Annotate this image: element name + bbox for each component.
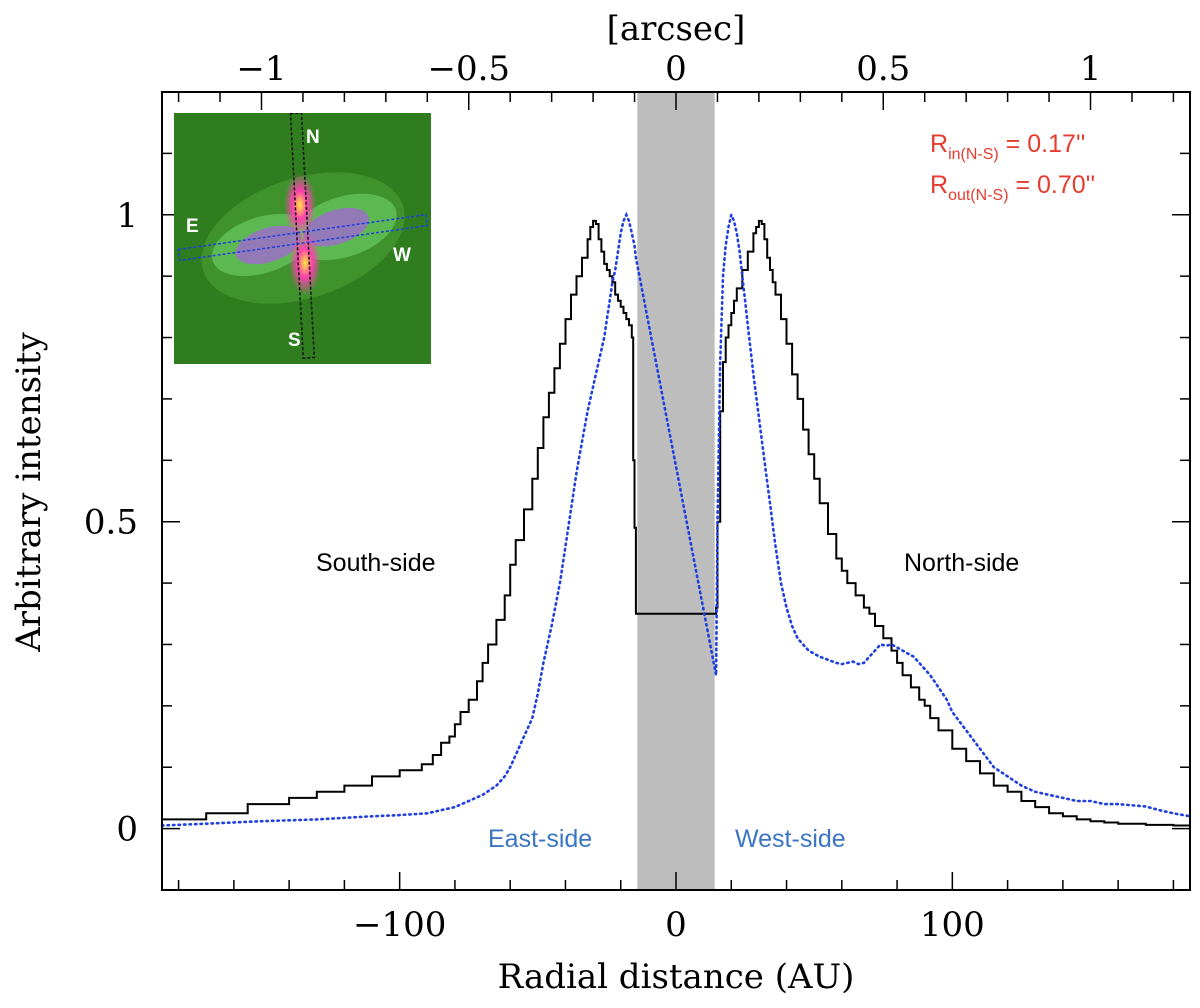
series-ew-line: [160, 210, 1192, 827]
inset-label-s: S: [288, 330, 301, 351]
y-tick-labels: 00.51: [84, 196, 138, 850]
r-in-main: R: [930, 130, 948, 158]
x-tick-label: 0: [665, 905, 687, 945]
north-side-label: North-side: [904, 549, 1019, 577]
inset-label-e: E: [186, 216, 199, 237]
tick-layer: [162, 91, 1190, 891]
y-axis-title: Arbitrary intensity: [9, 331, 49, 652]
x-tick-label: −100: [353, 905, 446, 945]
y-tick-label: 1: [116, 196, 138, 236]
r-in-label: Rin(N-S) = 0.17'': [930, 130, 1085, 163]
inset-label-n: N: [306, 127, 320, 148]
masked-center-band: [637, 92, 715, 890]
series-ns-line: [162, 219, 1190, 827]
r-out-main: R: [930, 171, 948, 199]
south-side-label: South-side: [316, 549, 436, 577]
inset-slit-ew: [177, 213, 429, 262]
x2-tick-label: 0: [665, 49, 687, 89]
x-tick-labels: −100 0 100: [353, 905, 985, 945]
inset-lobe-purple-east: [235, 225, 302, 265]
r-in-value: = 0.17'': [999, 130, 1086, 158]
series-layer: [160, 210, 1192, 827]
west-side-label: West-side: [735, 825, 846, 853]
east-side-label: East-side: [488, 825, 592, 853]
inset-slit-ns: [289, 113, 316, 359]
inset-label-w: W: [393, 245, 411, 266]
inset-core-north: [284, 173, 316, 237]
x2-tick-label: −1: [236, 49, 286, 89]
r-in-sub: in(N-S): [948, 146, 999, 163]
x2-tick-label: −0.5: [427, 49, 510, 89]
y-tick-label: 0.5: [84, 503, 138, 543]
x-axis-title: Radial distance (AU): [498, 957, 855, 997]
x2-axis-title: [arcsec]: [607, 9, 746, 49]
y-tick-label: 0: [116, 810, 138, 850]
x-tick-label: 100: [920, 905, 985, 945]
inset-image: N S E W: [174, 113, 431, 364]
x2-tick-label: 1: [1080, 49, 1102, 89]
x2-tick-labels: −1 −0.5 0 0.5 1: [236, 49, 1101, 89]
r-out-sub: out(N-S): [948, 187, 1008, 204]
inset-core-south: [289, 231, 321, 295]
r-out-value: = 0.70'': [1009, 171, 1096, 199]
x2-tick-label: 0.5: [856, 49, 910, 89]
r-out-label: Rout(N-S) = 0.70'': [930, 171, 1095, 204]
